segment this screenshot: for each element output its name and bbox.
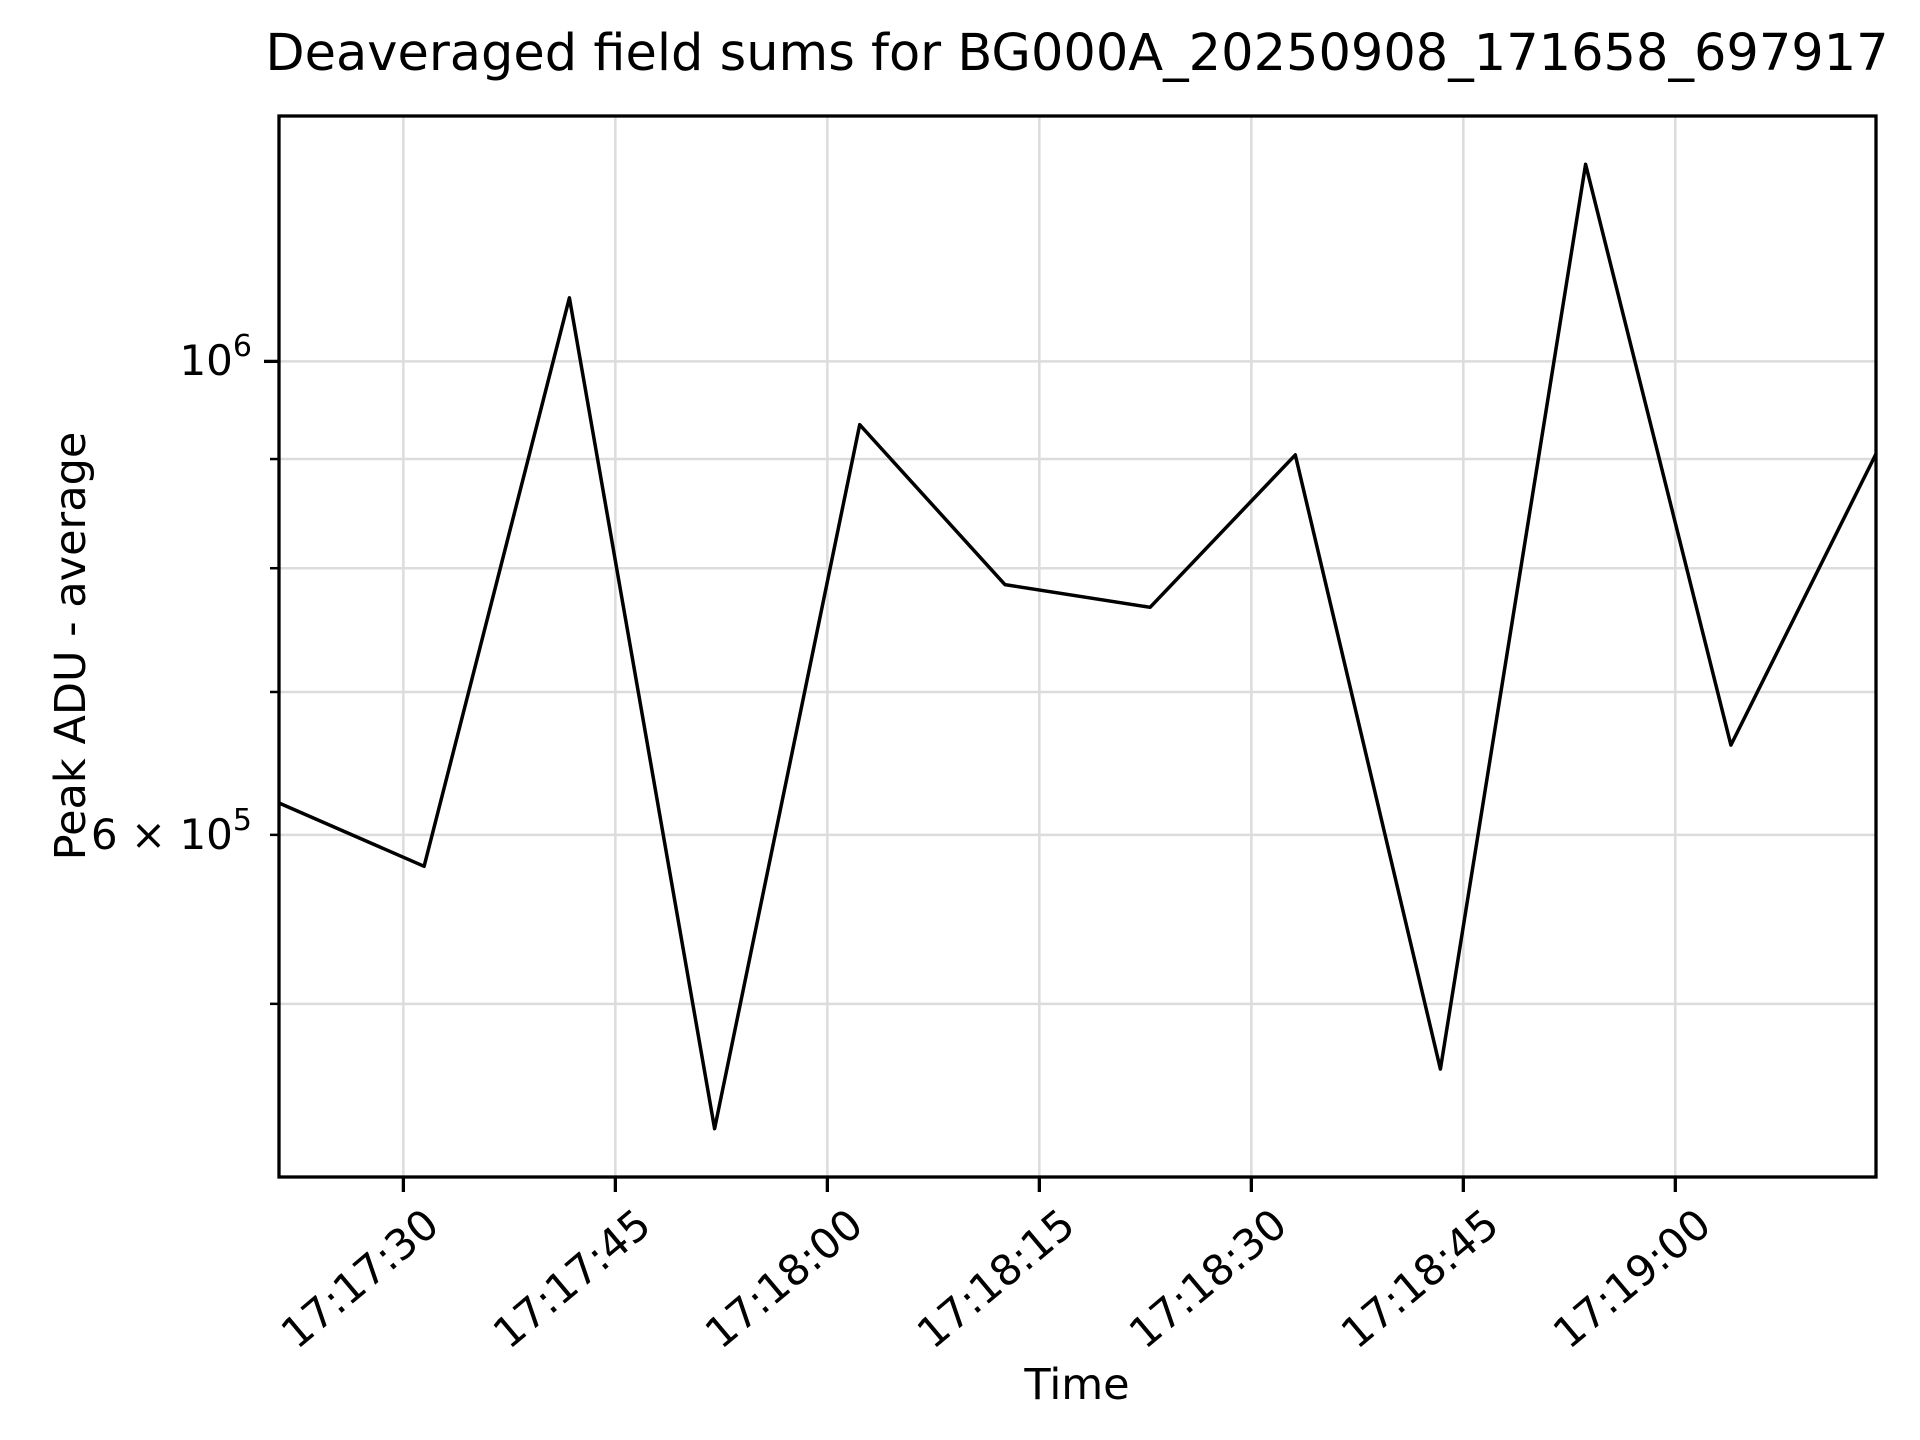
- y-tick-label: 106: [179, 329, 252, 386]
- y-tick-label: 6 × 105: [90, 802, 252, 859]
- plot-border: [277, 114, 1878, 1179]
- data-line: [278, 162, 1878, 1131]
- x-axis-label: Time: [1024, 1360, 1130, 1410]
- chart-title: Deaveraged field sums for BG000A_2025090…: [265, 24, 1889, 83]
